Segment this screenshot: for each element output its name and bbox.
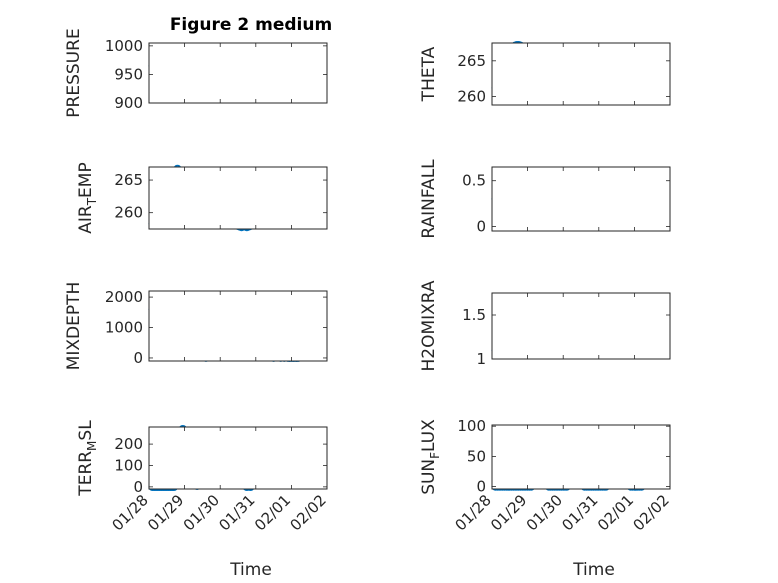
y-tick-label: 0 — [133, 349, 143, 367]
y-tick-label: 1.5 — [462, 306, 486, 324]
sun-flux-axes-box — [491, 424, 671, 490]
x-tick-label: 02/02 — [630, 491, 673, 534]
x-tick-label: 01/31 — [558, 491, 601, 534]
x-tick-label: 01/28 — [452, 491, 495, 534]
pressure-axes-box — [148, 42, 328, 104]
y-tick-label: 2000 — [105, 288, 143, 306]
panel-air-temp: 260 265 AIRTEMP — [76, 162, 328, 234]
terr-msl-axes-box — [148, 426, 328, 490]
panel-theta: 260 265 THETA — [419, 40, 671, 106]
mixdepth-y-axis-label: MIXDEPTH — [64, 282, 84, 371]
mixdepth-axes-box — [148, 290, 328, 362]
theta-axes-box — [491, 42, 671, 106]
y-tick-label: 50 — [467, 447, 486, 465]
x-axis-label-right: Time — [572, 560, 615, 580]
x-tick-label: 01/29 — [144, 491, 187, 534]
x-tick-label: 01/30 — [180, 491, 223, 534]
h2omixra-y-axis-label: H2OMIXRA — [419, 280, 439, 371]
y-tick-label: 0.5 — [462, 172, 486, 190]
x-tick-label: 01/31 — [215, 491, 258, 534]
y-tick-label: 265 — [457, 52, 486, 70]
figure-title: Figure 2 medium — [170, 15, 332, 35]
y-tick-label: 950 — [114, 65, 143, 83]
x-tick-label: 02/01 — [594, 491, 637, 534]
x-tick-label: 01/30 — [523, 491, 566, 534]
y-tick-label: 900 — [114, 94, 143, 112]
y-tick-label: 200 — [114, 435, 143, 453]
x-tick-label: 01/28 — [109, 491, 152, 534]
x-tick-label: 01/29 — [487, 491, 530, 534]
h2omixra-axes-box — [491, 292, 671, 360]
theta-y-axis-label: THETA — [419, 46, 439, 102]
y-tick-label: 1 — [476, 350, 486, 368]
panel-pressure: 900 950 1000 PRESSURE — [64, 28, 328, 118]
air-temp-axes-box — [148, 166, 328, 230]
rainfall-y-axis-label: RAINFALL — [419, 159, 439, 239]
air-temp-y-axis-label: AIRTEMP — [76, 162, 99, 233]
y-tick-label: 260 — [114, 204, 143, 222]
y-tick-label: 1000 — [105, 37, 143, 55]
y-tick-label: 0 — [133, 478, 143, 496]
y-tick-label: 100 — [114, 456, 143, 474]
y-tick-label: 260 — [457, 87, 486, 105]
sun-flux-y-axis-label: SUNFLUX — [419, 419, 442, 495]
x-axis-label-left: Time — [229, 560, 272, 580]
terr-msl-y-axis-label: TERRMSL — [76, 420, 99, 497]
rainfall-axes-box — [491, 166, 671, 232]
x-tick-label: 02/02 — [287, 491, 330, 534]
panel-mixdepth: 0 1000 2000 MIXDEPTH — [64, 282, 328, 371]
y-tick-label: 1000 — [105, 319, 143, 337]
panel-rainfall: 0 0.5 RAINFALL — [419, 159, 671, 239]
y-tick-label: 0 — [476, 478, 486, 496]
panel-h2omixra: 1 1.5 H2OMIXRA — [419, 280, 671, 372]
pressure-y-axis-label: PRESSURE — [64, 28, 84, 117]
y-tick-label: 265 — [114, 171, 143, 189]
x-tick-label: 02/01 — [251, 491, 294, 534]
y-tick-label: 0 — [476, 217, 486, 235]
y-tick-label: 100 — [457, 417, 486, 435]
